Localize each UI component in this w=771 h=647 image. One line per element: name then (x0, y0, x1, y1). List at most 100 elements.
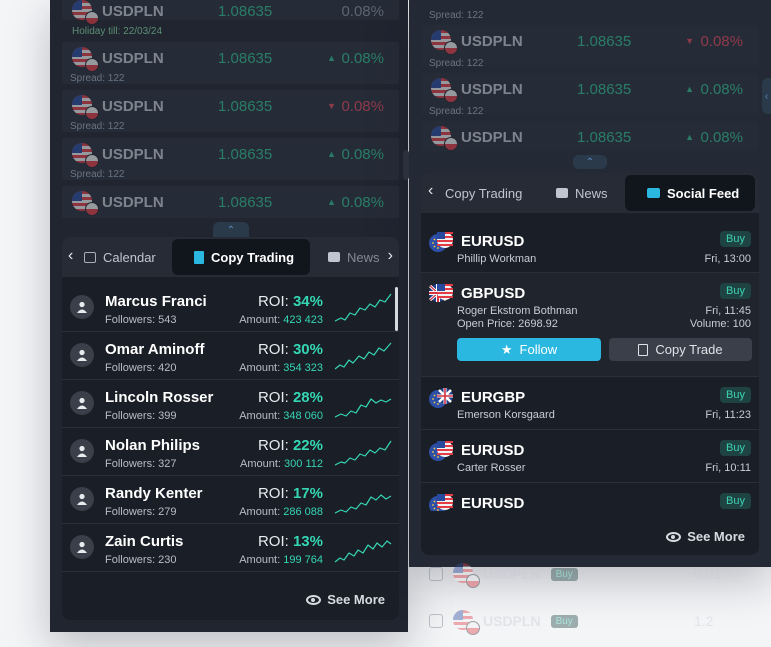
usd-pln-flag-icon (431, 126, 458, 151)
tab-copy-trading[interactable]: Copy Trading (172, 239, 310, 275)
copy-trading-widget: ‹ Calendar Copy Trading News › Marcus Fr… (62, 237, 399, 620)
left-row-strip (62, 186, 399, 218)
trader-row[interactable]: Omar Aminoff Followers: 420 ROI: 30% Amo… (62, 333, 399, 380)
symbol: USDPLN (102, 193, 164, 211)
value: 0.01 (694, 566, 722, 582)
trader-row[interactable]: Lincoln Rosser Followers: 399 ROI: 28% A… (62, 381, 399, 428)
trader-name: Omar Aminoff (105, 341, 205, 358)
position-row[interactable]: USDPLN Buy 0.01 (429, 563, 754, 588)
roi: ROI: 28% (258, 389, 323, 406)
amount: Amount: 423 423 (239, 314, 323, 326)
roi-label: ROI: (257, 293, 289, 310)
tab-social-feed[interactable]: Social Feed (625, 175, 755, 211)
left-row-strip (62, 90, 399, 132)
market-row[interactable]: USDPLN 1.08635 ▲ 0.08% (72, 46, 392, 72)
market-row[interactable]: USDPLN 1.08635 ▼ 0.08% (72, 94, 392, 120)
symbol: USDPLN (102, 145, 164, 163)
trader-row[interactable]: Nolan Philips Followers: 327 ROI: 22% Am… (62, 429, 399, 476)
chevron-left-icon: ‹ (764, 90, 769, 102)
right-row-strip (421, 25, 759, 67)
market-row[interactable]: USDPLN 1.08635 ▲ 0.08% (72, 142, 392, 168)
amount: Amount: 286 088 (239, 506, 323, 518)
spread-text: Spread: 122 (429, 10, 484, 21)
trader-name: Lincoln Rosser (105, 389, 214, 406)
see-more-button[interactable]: See More (306, 592, 385, 607)
see-more-label: See More (687, 529, 745, 544)
avatar (70, 439, 94, 463)
change: 0.08% (341, 49, 384, 67)
see-more-button[interactable]: See More (666, 529, 745, 544)
tab-news[interactable]: News (328, 239, 380, 275)
trader-row[interactable]: Zain Curtis Followers: 230 ROI: 13% Amou… (62, 525, 399, 572)
follow-button[interactable]: ★ Follow (457, 338, 601, 361)
feed-post[interactable]: EURUSD Buy (421, 483, 759, 511)
buy-badge: Buy (550, 567, 578, 581)
post-symbol: EURUSD (461, 495, 525, 511)
side-expand-tab[interactable]: ‹ (762, 78, 771, 114)
news-icon (328, 252, 340, 262)
left-row-strip (62, 0, 399, 20)
collapse-handle[interactable]: ⌃ (213, 222, 249, 238)
follow-label: Follow (519, 342, 558, 357)
tab-scroll-left[interactable]: ‹ (428, 182, 433, 200)
value: 1.2 (694, 613, 714, 629)
tab-label: Social Feed (667, 185, 740, 201)
volume: Volume: 100 (689, 318, 751, 330)
up-arrow-icon: ▲ (685, 132, 694, 142)
tab-scroll-left[interactable]: ‹ (68, 247, 73, 265)
post-symbol: EURGBP (461, 389, 526, 406)
price: 1.08635 (577, 128, 632, 146)
chevron-updown-icon: ⌃ (226, 224, 236, 236)
tab-scroll-right[interactable]: › (388, 247, 393, 265)
roi-label: ROI: (257, 437, 289, 454)
followers: Followers: 279 (105, 506, 177, 518)
feed-post[interactable]: EURUSD Buy Carter Rosser Fri, 10:11 (421, 430, 759, 483)
market-row[interactable]: USDPLN 1.08635 ▲ 0.08% (72, 190, 392, 216)
star-icon: ★ (500, 341, 513, 357)
market-row[interactable]: USDPLN 1.08635 ▲ 0.08% (431, 125, 751, 151)
price: 1.08635 (218, 49, 273, 67)
copy-trade-button[interactable]: Copy Trade (609, 338, 752, 361)
scrollbar-thumb[interactable] (395, 287, 398, 331)
collapse-handle[interactable]: ⌃ (573, 155, 607, 169)
roi-value: 28% (292, 389, 323, 406)
tab-news[interactable]: News (556, 175, 608, 211)
up-arrow-icon: ▲ (327, 53, 336, 63)
user-icon (77, 349, 87, 361)
post-author: Carter Rosser (457, 462, 526, 474)
market-row[interactable]: USDPLN 1.08635 ▼ 0.08% (431, 29, 751, 55)
copy-icon (194, 250, 204, 264)
avatar (70, 295, 94, 319)
tab-calendar[interactable]: Calendar (84, 239, 156, 275)
trader-row[interactable]: Marcus Franci Followers: 543 ROI: 34% Am… (62, 285, 399, 332)
amount-value: 423 423 (283, 314, 323, 326)
feed-post[interactable]: EURUSD Buy Phillip Workman Fri, 13:00 (421, 221, 759, 273)
feed-list: EURUSD Buy Phillip Workman Fri, 13:00 GBPU… (421, 221, 759, 511)
holiday-text: Holiday till: 22/03/24 (72, 26, 163, 37)
post-symbol: EURUSD (461, 442, 525, 459)
feed-post[interactable]: EURGBP Buy Emerson Korsgaard Fri, 11:23 (421, 377, 759, 430)
trader-row[interactable]: Randy Kenter Followers: 279 ROI: 17% Amo… (62, 477, 399, 524)
checkbox[interactable] (429, 614, 443, 628)
user-icon (77, 301, 87, 313)
market-row[interactable]: USDPLN 1.08635 ▲ 0.08% (431, 77, 751, 103)
buy-badge: Buy (720, 440, 751, 456)
roi-label: ROI: (257, 533, 289, 550)
left-row-strip (62, 42, 399, 84)
social-feed-widget: ‹ Copy Trading News Social Feed EURUSD B… (421, 173, 759, 555)
tab-copy-trading[interactable]: Copy Trading (445, 175, 522, 211)
symbol: USDPLN (483, 566, 541, 582)
right-row-strip (421, 121, 759, 151)
feed-post[interactable]: GBPUSD Buy Roger Ekstrom Bothman Fri, 11:4… (421, 273, 759, 377)
post-author: Phillip Workman (457, 253, 537, 265)
post-author: Roger Ekstrom Bothman (457, 305, 578, 317)
change: 0.08% (700, 128, 743, 146)
roi-label: ROI: (257, 389, 289, 406)
checkbox[interactable] (429, 567, 443, 581)
change: 0.08% (341, 145, 384, 163)
trader-name: Randy Kenter (105, 485, 203, 502)
market-row[interactable]: USDPLN 1.08635 0.08% (72, 0, 392, 25)
position-row[interactable]: USDPLN Buy 1.2 (429, 610, 754, 635)
symbol: USDPLN (102, 2, 164, 20)
buy-badge: Buy (550, 614, 578, 628)
